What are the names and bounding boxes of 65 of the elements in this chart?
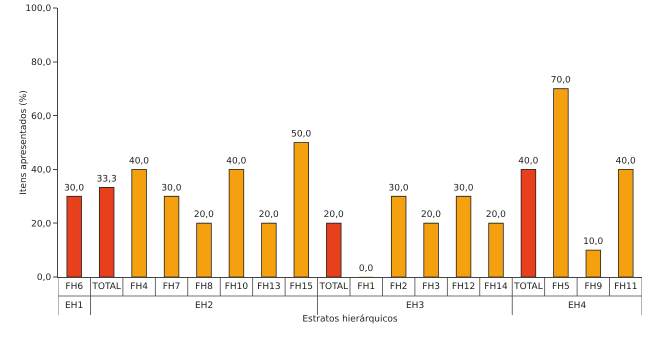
text: EH3 (406, 301, 424, 311)
y-tick-label: 40,0 (31, 166, 52, 176)
data-label: 20,0 (258, 210, 280, 220)
y-axis-title: Itens apresentados (%) (19, 90, 30, 195)
bar (131, 169, 147, 277)
x-tick-label: FH11 (614, 282, 638, 292)
text: EH2 (195, 301, 214, 311)
x-tick-label: FH1 (357, 282, 376, 292)
x-tick-label: FH8 (195, 282, 214, 292)
bar (98, 187, 114, 277)
data-label: 70,0 (550, 76, 572, 86)
x-tick-label: FH4 (130, 282, 148, 292)
data-label: 40,0 (226, 156, 247, 166)
x-tick-label: FH14 (484, 282, 508, 292)
data-label: 33,3 (96, 174, 117, 184)
y-tick-label: 100,0 (25, 4, 52, 14)
bar (553, 88, 569, 277)
x-tick-label: FH10 (224, 282, 248, 292)
y-tick-label: 20,0 (31, 219, 52, 230)
x-axis-title: Estratos hierárquicos (302, 314, 398, 325)
data-label: 40,0 (616, 156, 636, 166)
bar (294, 142, 310, 277)
bar (488, 222, 504, 277)
x-tick-label: FH7 (162, 282, 180, 292)
text: EH1 (65, 301, 84, 311)
y-tick-label: 60,0 (31, 112, 52, 122)
bar (261, 222, 277, 277)
data-label: 30,0 (64, 183, 84, 194)
bar (423, 222, 439, 277)
data-label: 20,0 (324, 210, 344, 220)
bar (164, 196, 180, 277)
data-label: 10,0 (583, 237, 604, 248)
text: EH4 (568, 301, 586, 311)
y-tick-label: 0,0 (36, 273, 52, 284)
bar (390, 196, 406, 277)
x-tick-label: TOTAL (513, 282, 543, 292)
x-tick-label: FH9 (584, 282, 602, 292)
data-label: 30,0 (388, 183, 409, 194)
x-tick-label: FH2 (390, 282, 408, 292)
bar (326, 222, 342, 277)
bar (66, 196, 82, 277)
data-label: 30,0 (161, 183, 182, 194)
data-label: 20,0 (486, 210, 506, 220)
data-label: 30,0 (453, 183, 474, 194)
bar (456, 196, 472, 277)
data-label: 20,0 (194, 210, 214, 220)
x-tick-label: FH5 (552, 282, 570, 292)
x-tick-label: TOTAL (318, 282, 348, 292)
data-label: 40,0 (128, 156, 150, 166)
x-tick-label: TOTAL (91, 282, 121, 292)
bar (520, 169, 536, 277)
x-tick-label: FH6 (65, 282, 84, 292)
data-label: 0,0 (358, 264, 374, 274)
data-label: 40,0 (518, 156, 539, 166)
bar (618, 169, 634, 277)
data-label: 20,0 (420, 210, 442, 220)
x-tick-label: FH12 (452, 282, 476, 292)
bar (196, 222, 212, 277)
x-tick-label: FH3 (422, 282, 440, 292)
bar (228, 169, 244, 277)
x-tick-label: FH15 (290, 282, 314, 292)
x-tick-label: FH13 (257, 282, 281, 292)
y-tick-label: 80,0 (31, 58, 52, 68)
bar (586, 250, 602, 277)
data-label: 50,0 (291, 130, 312, 140)
